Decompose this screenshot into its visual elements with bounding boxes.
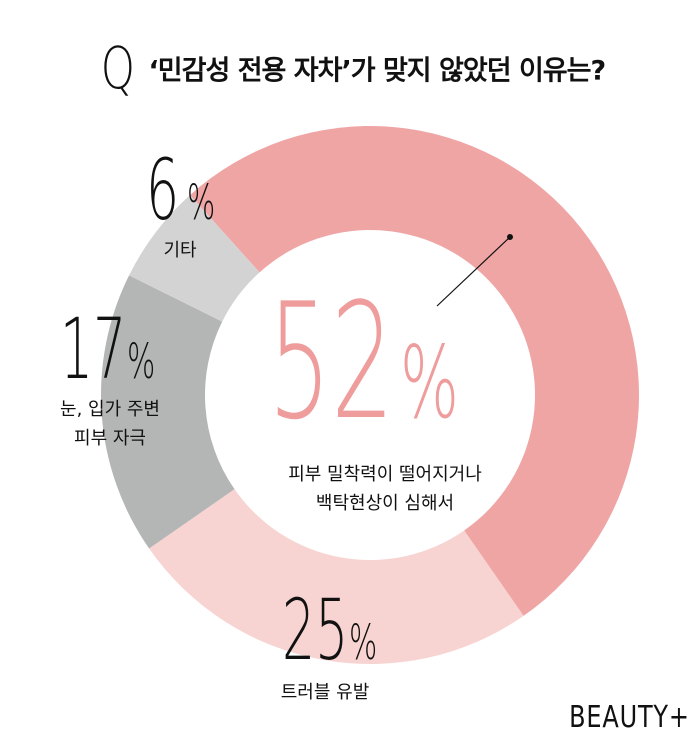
pct-unit-other: % [187, 175, 216, 231]
label-trouble-line1: 트러블 유발 [280, 682, 370, 703]
label-other: 기타 [150, 236, 210, 265]
chart-title-text: ‘민감성 전용 자차’가 맞지 않았던 이유는? [148, 55, 607, 87]
label-other-line1: 기타 [163, 240, 197, 261]
pct-value-main: 52 [268, 268, 395, 455]
pointer-dot [507, 234, 513, 240]
pct-label-main: 52% [268, 282, 495, 442]
label-irritation-line2: 피부 자극 [74, 428, 146, 449]
chart-title: Q ‘민감성 전용 자차’가 맞지 않았던 이유는? [0, 34, 700, 102]
pct-unit-trouble: % [348, 615, 378, 671]
slice-trouble [149, 489, 524, 664]
label-main-line2: 백탁현상이 심해서 [315, 493, 455, 514]
donut-slices [101, 126, 639, 664]
label-irritation-line1: 눈, 입가 주변 [60, 399, 160, 420]
pct-label-trouble: 25% [282, 588, 395, 672]
brand-logo-text: BEAUTY+ [569, 700, 690, 735]
label-main-line1: 피부 밀착력이 떨어지거나 [288, 464, 482, 485]
slice-irritation [101, 275, 235, 549]
label-trouble: 트러블 유발 [255, 678, 395, 707]
pct-value-irritation: 17 [60, 300, 127, 398]
pct-unit-irritation: % [126, 334, 156, 390]
slice-main [190, 126, 639, 616]
pct-value-other: 6 [146, 141, 180, 239]
slice-other [129, 195, 260, 322]
pct-label-other: 6% [146, 148, 233, 232]
brand-logo: BEAUTY+ [539, 700, 690, 735]
question-mark-q: Q [100, 34, 135, 102]
label-main: 피부 밀착력이 떨어지거나 백탁현상이 심해서 [270, 460, 500, 518]
pct-value-trouble: 25 [282, 581, 349, 679]
pct-label-irritation: 17% [60, 307, 173, 391]
label-irritation: 눈, 입가 주변 피부 자극 [40, 395, 180, 453]
pct-unit-main: % [399, 324, 459, 441]
pointer-line [436, 236, 511, 307]
